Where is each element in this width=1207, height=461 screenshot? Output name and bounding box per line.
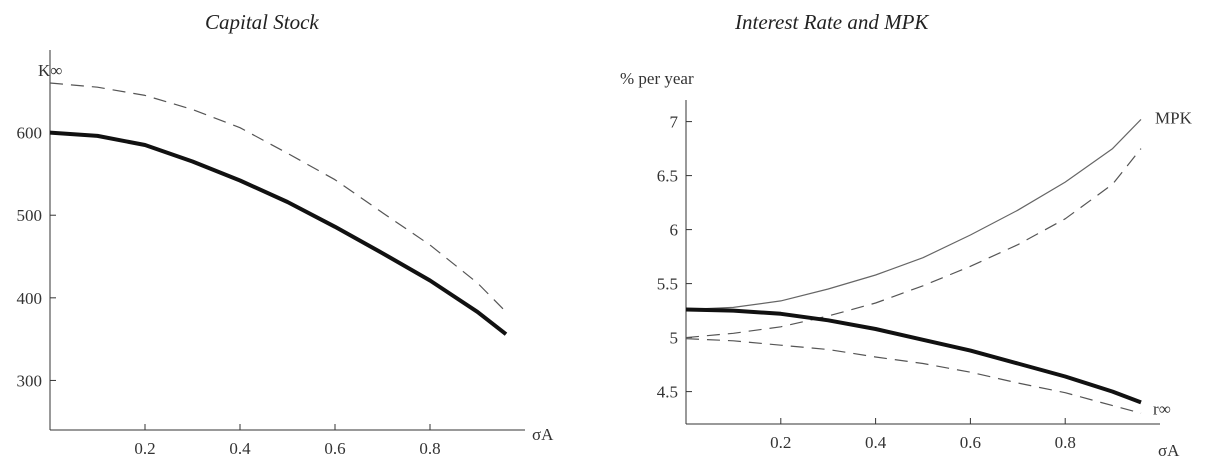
x-tick-label: 0.6 [960,433,981,452]
y-tick-label: 5 [670,329,679,348]
x-axis-label: σA [1158,441,1180,460]
y-tick-label: 7 [670,113,679,132]
series-line [49,130,508,336]
y-tick-label: 4.5 [657,383,678,402]
x-tick-label: 0.8 [1055,433,1076,452]
x-axis-label: σA [532,425,554,444]
y-tick-label: 6.5 [657,167,678,186]
x-tick-label: 0.2 [134,439,155,458]
series-line [685,118,1142,311]
x-tick-label: 0.4 [229,439,251,458]
series-line [685,307,1142,405]
x-tick-label: 0.8 [419,439,440,458]
x-tick-label: 0.4 [865,433,887,452]
y-tick-label: 400 [17,289,43,308]
x-tick-label: 0.6 [324,439,345,458]
series-label: r∞ [1153,399,1171,418]
y-tick-label: 500 [17,206,43,225]
y-tick-label: 300 [17,371,43,390]
y-axis-label: % per year [620,69,694,88]
y-tick-label: 6 [670,221,679,240]
y-axis-label: K∞ [38,61,62,80]
series-label: MPK [1155,108,1193,127]
chart-title-capital-stock: Capital Stock [205,10,319,34]
x-tick-label: 0.2 [770,433,791,452]
y-tick-label: 600 [17,124,43,143]
chart-title-interest-rate: Interest Rate and MPK [735,10,929,34]
series-line [685,148,1142,339]
interest-rate-chart: 0.2 0.4 0.6 0.8 4.5 5 5.5 6 6.5 7 % per year σA MPK r… [620,69,1193,460]
capital-stock-chart: 0.2 0.4 0.6 0.8 300 400 500 600 K∞ σA [17,50,554,458]
series-line [685,338,1142,414]
y-tick-label: 5.5 [657,275,678,294]
